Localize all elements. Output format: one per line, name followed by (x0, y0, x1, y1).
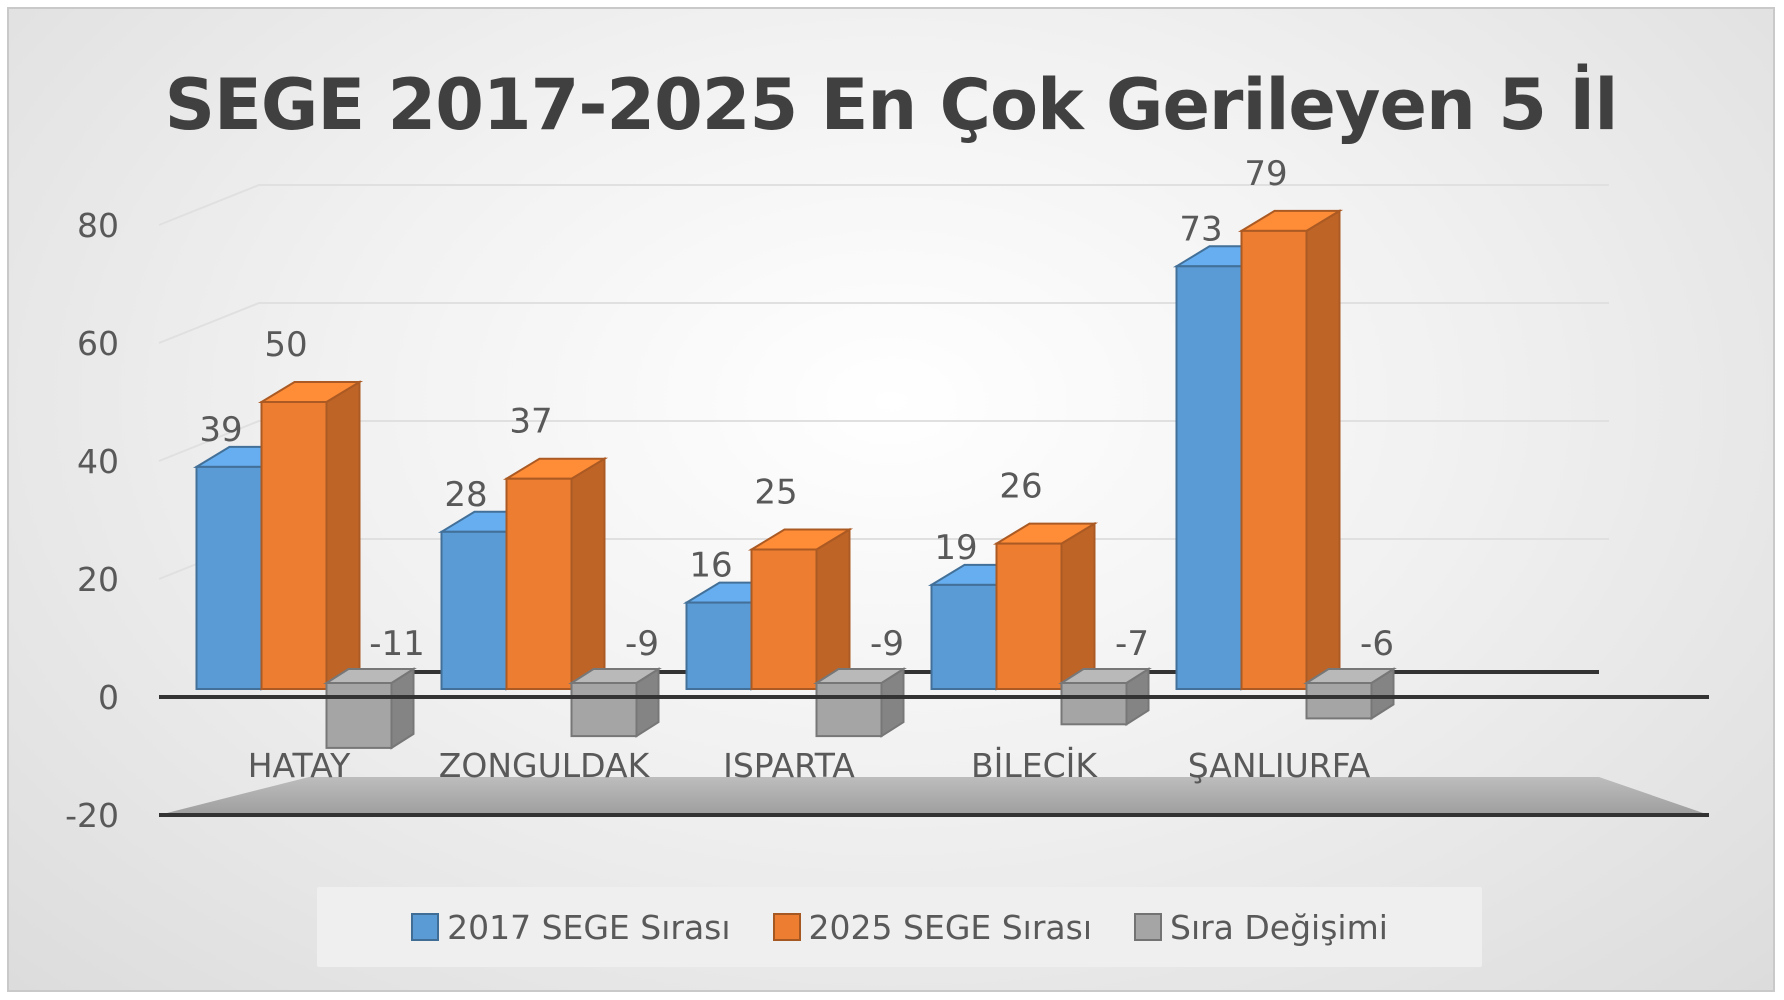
data-label: -11 (369, 624, 425, 664)
data-label: -9 (870, 624, 904, 664)
bar (257, 380, 364, 691)
data-label: 73 (1179, 209, 1222, 249)
bar (747, 527, 854, 691)
legend-swatch (772, 913, 801, 941)
bar (813, 667, 907, 738)
data-label: 39 (199, 410, 242, 450)
floor-plane (159, 777, 1709, 815)
bar (1237, 209, 1344, 691)
legend-swatch (411, 913, 440, 941)
y-tick-label: 0 (98, 678, 119, 717)
bar (1058, 667, 1152, 727)
chart-frame: SEGE 2017-2025 En Çok Gerileyen 5 İl -20… (7, 7, 1775, 992)
bars (192, 209, 1397, 750)
bar (1303, 667, 1397, 721)
data-label: 26 (999, 467, 1042, 507)
bar (323, 667, 417, 750)
y-tick-label: 20 (77, 560, 119, 599)
y-tick-label: 60 (77, 324, 119, 363)
gridlines (158, 184, 1609, 580)
legend-item: 2017 SEGE Sırası (411, 907, 731, 947)
data-label: 25 (754, 473, 797, 513)
data-label: 28 (444, 475, 487, 515)
bar (192, 445, 299, 691)
chart-plot: -20 0 20 40 60 80 39 50 -11 28 37 -9 16 25 -9 19 26 -7 73… (65, 154, 1709, 835)
x-tick-label: ZONGULDAK (439, 746, 651, 785)
data-labels: 39 50 -11 28 37 -9 16 25 -9 19 26 -7 73 79 -6 (199, 154, 1394, 664)
gridline (158, 184, 1609, 226)
data-label: 19 (934, 528, 977, 568)
legend-label: 2017 SEGE Sırası (447, 907, 731, 947)
y-tick-label: 40 (77, 442, 119, 481)
legend-swatch (1134, 913, 1162, 941)
x-tick-label: ŞANLIURFA (1188, 746, 1371, 785)
y-axis: -20 0 20 40 60 80 (65, 206, 119, 835)
data-label: 16 (689, 546, 732, 586)
data-label: 37 (509, 402, 552, 442)
x-tick-label: HATAY (248, 746, 351, 785)
chart-title: SEGE 2017-2025 En Çok Gerileyen 5 İl (164, 64, 1619, 146)
data-label: 50 (264, 325, 307, 365)
legend-item: 2025 SEGE Sırası (772, 907, 1092, 947)
legend-label: Sıra Değişimi (1170, 907, 1388, 947)
y-tick-label: -20 (65, 796, 119, 835)
x-axis: HATAY ZONGULDAK ISPARTA BİLECİK ŞANLIURFA (159, 695, 1709, 785)
y-tick-label: 80 (77, 206, 119, 245)
gridline (158, 302, 1609, 344)
legend-item: Sıra Değişimi (1134, 908, 1388, 947)
gridline (158, 420, 1609, 462)
bar (992, 521, 1099, 691)
x-tick-label: ISPARTA (723, 746, 855, 785)
bar (502, 456, 609, 691)
x-tick-label: BİLECİK (971, 746, 1098, 785)
data-label: -9 (625, 624, 659, 664)
data-label: -6 (1360, 624, 1394, 664)
data-label: 79 (1244, 154, 1287, 194)
data-label: -7 (1115, 624, 1149, 664)
bar (568, 667, 662, 738)
legend-label: 2025 SEGE Sırası (808, 907, 1092, 947)
gridline (158, 538, 1609, 580)
legend: 2017 SEGE Sırası 2025 SEGE Sırası Sıra Değ… (317, 887, 1482, 967)
